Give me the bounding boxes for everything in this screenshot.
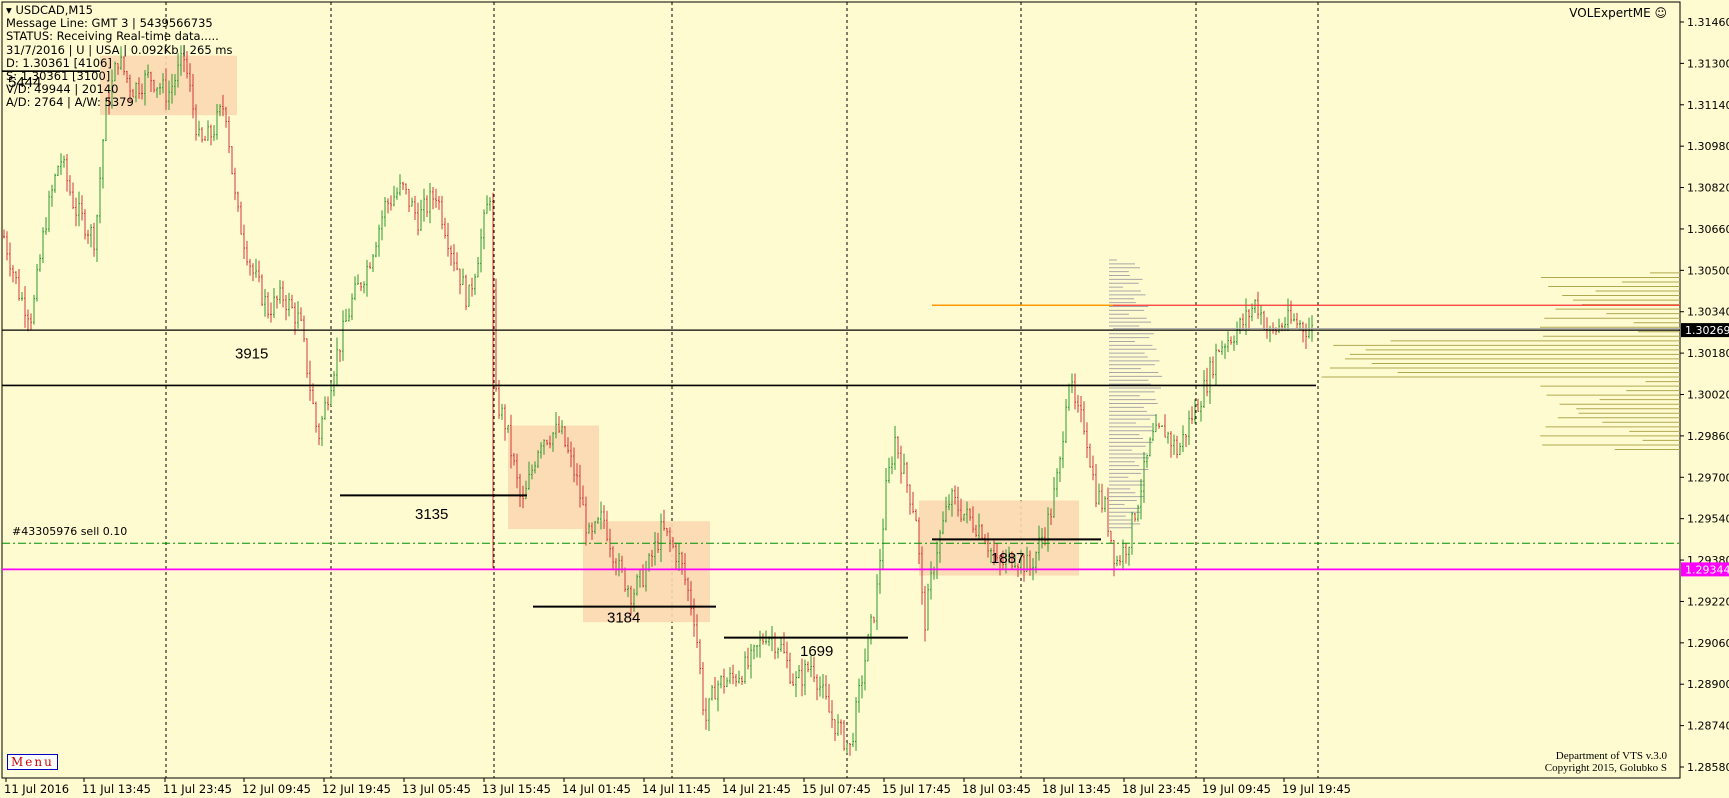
volume-label-3184: 3184	[607, 609, 640, 626]
plot-frame	[1, 1, 1681, 779]
indicator-name: VOLExpertME ☺	[1569, 6, 1667, 20]
y-axis-label: 1.31460	[1687, 16, 1729, 29]
x-axis-label: 11 Jul 13:45	[82, 782, 151, 796]
y-axis-label: 1.30020	[1687, 389, 1729, 402]
x-axis-label: 15 Jul 07:45	[802, 782, 871, 796]
y-axis-label: 1.31140	[1687, 99, 1729, 112]
y-axis-label: 1.28740	[1687, 720, 1729, 733]
x-axis-label: 12 Jul 09:45	[242, 782, 311, 796]
order-label: #43305976 sell 0.10	[12, 525, 128, 538]
x-axis-label: 14 Jul 01:45	[562, 782, 631, 796]
y-axis-label: 1.29220	[1687, 595, 1729, 608]
y-axis-label: 1.28900	[1687, 678, 1729, 691]
x-axis-label: 11 Jul 2016	[4, 782, 69, 796]
y-axis-label: 1.30980	[1687, 140, 1729, 153]
price-tag-bg-0	[1681, 323, 1729, 338]
volume-label-3915: 3915	[235, 346, 268, 363]
price-tag-0: 1.30269	[1685, 324, 1729, 337]
x-axis-label: 19 Jul 09:45	[1202, 782, 1271, 796]
x-axis-label: 14 Jul 11:45	[642, 782, 711, 796]
vd-line: V/D: 49944 | 20140	[6, 82, 119, 97]
y-axis-label: 1.30500	[1687, 264, 1729, 277]
s-line: S: 1.30361 [3100]	[6, 69, 111, 84]
y-axis-label: 1.29060	[1687, 637, 1729, 650]
y-axis-label: 1.30820	[1687, 182, 1729, 195]
y-axis-label: 1.30180	[1687, 347, 1729, 360]
symbol-title: ▾ USDCAD,M15	[6, 3, 93, 17]
date-line: 31/7/2016 | U | USA | 0.092Kb | 265 ms	[6, 42, 233, 57]
ad-line: A/D: 2764 | A/W: 5379	[6, 95, 134, 110]
y-axis-label: 1.29540	[1687, 513, 1729, 526]
footer-line-1: Department of VTS v.3.0	[1555, 750, 1667, 762]
dropdown-triangle-icon[interactable]: ▾	[6, 3, 16, 17]
x-axis-label: 15 Jul 17:45	[882, 782, 951, 796]
x-axis-label: 18 Jul 03:45	[962, 782, 1031, 796]
volume-label-5444: 5444	[8, 74, 41, 91]
y-axis-label: 1.29860	[1687, 430, 1729, 443]
smiley-icon: ☺	[1654, 6, 1667, 20]
menu-button[interactable]: Menu	[7, 754, 58, 770]
price-tag-1: 1.29344	[1685, 563, 1729, 576]
x-axis-label: 18 Jul 23:45	[1122, 782, 1191, 796]
volume-label-1699: 1699	[800, 643, 833, 660]
x-axis-label: 14 Jul 21:45	[722, 782, 791, 796]
y-axis-label: 1.28580	[1687, 761, 1729, 774]
footer-line-2: Copyright 2015, Golubko S	[1544, 762, 1667, 774]
volume-label-3135: 3135	[415, 506, 448, 523]
x-axis-label: 13 Jul 05:45	[402, 782, 471, 796]
volume-label-1887: 1887	[991, 550, 1024, 567]
x-axis-label: 13 Jul 15:45	[482, 782, 551, 796]
price-tag-bg-1	[1681, 562, 1729, 577]
y-axis-label: 1.30340	[1687, 306, 1729, 319]
y-axis-label: 1.30660	[1687, 223, 1729, 236]
x-axis-label: 12 Jul 19:45	[322, 782, 391, 796]
message-line: Message Line: GMT 3 | 5439566735	[6, 16, 213, 31]
info-panel: ▾ USDCAD,M15 Message Line: GMT 3 | 54395…	[6, 3, 233, 110]
footer-credits: Department of VTS v.3.0 Copyright 2015, …	[1545, 750, 1667, 774]
y-axis-label: 1.31300	[1687, 57, 1729, 70]
y-axis-label: 1.29700	[1687, 471, 1729, 484]
x-axis-label: 18 Jul 13:45	[1042, 782, 1111, 796]
x-axis-label: 19 Jul 19:45	[1282, 782, 1351, 796]
status-line: STATUS: Receiving Real-time data.....	[6, 29, 219, 44]
x-axis-label: 11 Jul 23:45	[163, 782, 232, 796]
d-line: D: 1.30361 [4106]	[6, 55, 112, 70]
